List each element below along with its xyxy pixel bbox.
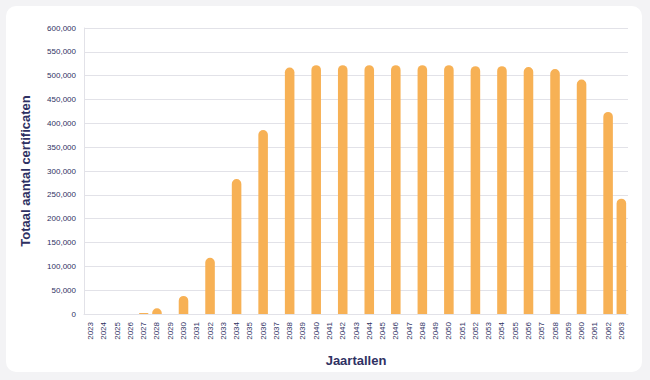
svg-text:2040: 2040 <box>312 321 321 339</box>
svg-text:550,000: 550,000 <box>47 47 76 56</box>
svg-text:2057: 2057 <box>537 321 546 339</box>
svg-text:2039: 2039 <box>298 321 307 339</box>
svg-text:150,000: 150,000 <box>47 238 76 247</box>
svg-text:2047: 2047 <box>405 321 414 339</box>
svg-text:600,000: 600,000 <box>47 24 76 33</box>
svg-text:200,000: 200,000 <box>47 214 76 223</box>
svg-text:2056: 2056 <box>524 321 533 339</box>
svg-text:2045: 2045 <box>378 321 387 339</box>
svg-text:Jaartallen: Jaartallen <box>326 353 387 368</box>
svg-text:2026: 2026 <box>126 321 135 339</box>
svg-text:2059: 2059 <box>564 321 573 339</box>
svg-text:2055: 2055 <box>511 321 520 339</box>
svg-text:2058: 2058 <box>551 321 560 339</box>
svg-text:2043: 2043 <box>352 321 361 339</box>
svg-text:2046: 2046 <box>391 321 400 339</box>
svg-text:2033: 2033 <box>219 321 228 339</box>
svg-text:2032: 2032 <box>206 321 215 339</box>
svg-text:2049: 2049 <box>431 321 440 339</box>
svg-text:2037: 2037 <box>272 321 281 339</box>
svg-text:2044: 2044 <box>365 321 374 339</box>
svg-text:500,000: 500,000 <box>47 71 76 80</box>
svg-text:2062: 2062 <box>604 321 613 339</box>
svg-text:100,000: 100,000 <box>47 262 76 271</box>
svg-text:2028: 2028 <box>152 321 161 339</box>
svg-text:2063: 2063 <box>617 321 626 339</box>
svg-text:2054: 2054 <box>497 321 506 339</box>
svg-text:250,000: 250,000 <box>47 190 76 199</box>
svg-text:2053: 2053 <box>484 321 493 339</box>
svg-text:2024: 2024 <box>99 321 108 339</box>
svg-text:400,000: 400,000 <box>47 119 76 128</box>
svg-text:2041: 2041 <box>325 321 334 339</box>
svg-text:2027: 2027 <box>139 321 148 339</box>
svg-text:2030: 2030 <box>179 321 188 339</box>
svg-text:2029: 2029 <box>166 321 175 339</box>
svg-text:2023: 2023 <box>86 321 95 339</box>
svg-text:2061: 2061 <box>590 321 599 339</box>
svg-text:2051: 2051 <box>458 321 467 339</box>
svg-text:2060: 2060 <box>577 321 586 339</box>
svg-text:2034: 2034 <box>232 321 241 339</box>
svg-text:2042: 2042 <box>338 321 347 339</box>
svg-text:2050: 2050 <box>444 321 453 339</box>
svg-text:0: 0 <box>72 310 77 319</box>
svg-text:Totaal aantal certificaten: Totaal aantal certificaten <box>18 95 33 247</box>
svg-text:450,000: 450,000 <box>47 95 76 104</box>
svg-text:2025: 2025 <box>113 321 122 339</box>
svg-text:2036: 2036 <box>259 321 268 339</box>
svg-text:350,000: 350,000 <box>47 143 76 152</box>
svg-text:300,000: 300,000 <box>47 167 76 176</box>
svg-text:2048: 2048 <box>418 321 427 339</box>
svg-text:2031: 2031 <box>192 321 201 339</box>
svg-text:2038: 2038 <box>285 321 294 339</box>
svg-text:2052: 2052 <box>471 321 480 339</box>
svg-text:2035: 2035 <box>245 321 254 339</box>
svg-text:50,000: 50,000 <box>52 286 77 295</box>
